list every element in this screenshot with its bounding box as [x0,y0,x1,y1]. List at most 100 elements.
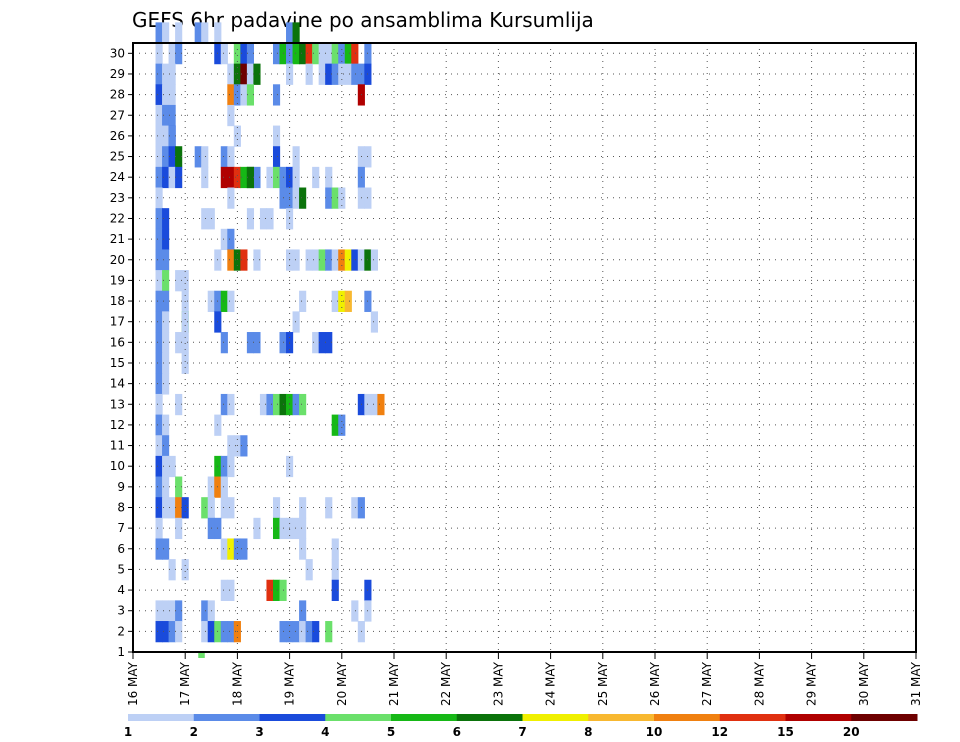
heatmap-cell [155,22,163,44]
heatmap-cell [214,22,222,44]
heatmap-cell [299,187,307,209]
y-tick-label: 7 [117,521,125,535]
heatmap-cell [240,63,248,85]
heatmap-cell [201,22,209,44]
heatmap-cell [272,146,281,168]
heatmap-cell [155,270,163,292]
colorbar-label: 12 [711,725,728,739]
heatmap-cell [266,393,274,416]
heatmap-cell [162,621,170,643]
heatmap-cell [162,290,170,312]
heatmap-cell [266,208,274,230]
heatmap-cell [155,146,163,168]
y-tick-label: 6 [117,542,125,556]
colorbar-label: 4 [321,725,329,739]
heatmap-cell [168,497,176,519]
heatmap-cell [227,435,235,457]
heatmap-cell [162,125,170,147]
heatmap-cell [194,146,202,168]
heatmap-cell [220,43,228,65]
heatmap-cell [246,166,255,189]
heatmap-cell [325,332,333,354]
heatmap-cell [162,435,170,457]
heatmap-cell [246,63,255,85]
x-tick-label: 31 MAY [909,661,923,706]
heatmap-cell [155,455,163,478]
heatmap-cell [220,228,228,251]
heatmap-cell [370,249,378,271]
heatmap-cell [305,43,313,65]
heatmap-cell [155,393,163,416]
heatmap-cell [201,208,209,230]
heatmap-cell [201,146,209,168]
y-tick-label: 22 [110,211,125,225]
heatmap-cell [168,43,176,65]
x-tick-label: 23 MAY [491,661,505,706]
heatmap-cell [168,621,176,643]
colorbar-label: 7 [518,725,526,739]
heatmap-cell [292,43,300,65]
heatmap-cell [155,104,163,127]
heatmap-cell [318,332,326,354]
heatmap-cell [227,393,235,416]
heatmap-cell [325,43,333,65]
heatmap-cell [220,393,228,416]
heatmap-cell [299,43,307,65]
heatmap-cell [162,538,170,560]
y-tick-label: 18 [110,294,125,308]
heatmap-cell [175,621,183,643]
heatmap-cell [246,332,255,354]
heatmap-cell [233,63,241,85]
heatmap-cell [168,559,176,581]
heatmap-cell [168,166,176,189]
heatmap-cell [331,559,339,581]
y-tick-label: 13 [110,397,125,411]
heatmap-cell [155,517,163,540]
heatmap-cell [331,414,339,436]
heatmap-cell [227,63,235,85]
heatmap-cell [201,600,209,622]
heatmap-cell [181,352,189,374]
heatmap-cell [233,43,241,65]
heatmap-cell [175,600,183,622]
heatmap-cell [181,311,189,333]
heatmap-cell [201,166,209,189]
heatmap-cell [155,125,163,147]
colorbar-swatch [851,714,918,721]
heatmap-cell [155,414,163,436]
heatmap-cell [162,208,170,230]
x-tick-label: 21 MAY [387,661,401,706]
heatmap-cell [338,43,346,65]
chart-title: GEFS 6hr padavine po ansamblima Kursumli… [132,8,594,32]
heatmap-cell [253,166,261,189]
heatmap-cell [175,332,183,354]
heatmap-cell [162,311,170,333]
heatmap-cell [312,621,320,643]
heatmap-cell [155,290,163,312]
heatmap-cell [162,146,170,168]
heatmap-cell [175,497,183,519]
heatmap-cell [299,621,307,643]
y-tick-label: 10 [110,459,125,473]
colorbar-swatch [325,714,392,721]
heatmap-cell [325,249,333,271]
y-tick-label: 19 [110,273,125,287]
heatmap-cell [312,43,320,65]
heatmap-cell [233,538,241,560]
y-tick-label: 20 [110,253,125,267]
heatmap-cell [299,517,307,540]
heatmap-cell [272,166,281,189]
y-tick-label: 12 [110,418,125,432]
heatmap-cell [220,621,228,643]
heatmap-cell [240,435,248,457]
colorbar-label: 15 [777,725,794,739]
colorbar-label: 2 [190,725,198,739]
x-tick-label: 19 MAY [283,661,297,706]
heatmap-cell [266,166,274,189]
heatmap-cell [162,166,170,189]
colorbar-swatch [522,714,589,721]
x-tick-label: 24 MAY [544,661,558,706]
heatmap-cell [220,146,228,168]
x-tick-label: 28 MAY [752,661,766,706]
x-tick-label: 30 MAY [857,661,871,706]
